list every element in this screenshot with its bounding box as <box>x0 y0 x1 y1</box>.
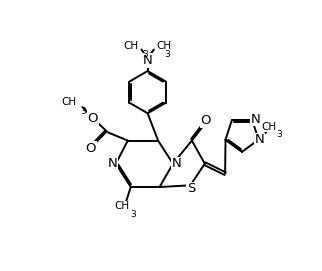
Text: N: N <box>108 157 118 170</box>
Text: CH: CH <box>114 201 129 211</box>
Text: CH: CH <box>124 41 139 51</box>
Text: S: S <box>187 182 195 195</box>
Text: O: O <box>88 112 98 125</box>
Text: 3: 3 <box>142 50 148 59</box>
Text: N: N <box>255 133 265 146</box>
Text: 3: 3 <box>80 107 86 115</box>
Text: 3: 3 <box>276 130 282 139</box>
Text: N: N <box>143 54 153 67</box>
Text: CH: CH <box>156 41 172 51</box>
Text: O: O <box>201 114 211 127</box>
Text: 3: 3 <box>164 50 169 59</box>
Text: N: N <box>172 157 181 170</box>
Text: CH: CH <box>261 122 276 132</box>
Text: N: N <box>251 112 261 125</box>
Text: O: O <box>86 141 96 154</box>
Text: 3: 3 <box>130 210 136 220</box>
Text: CH: CH <box>61 97 76 107</box>
